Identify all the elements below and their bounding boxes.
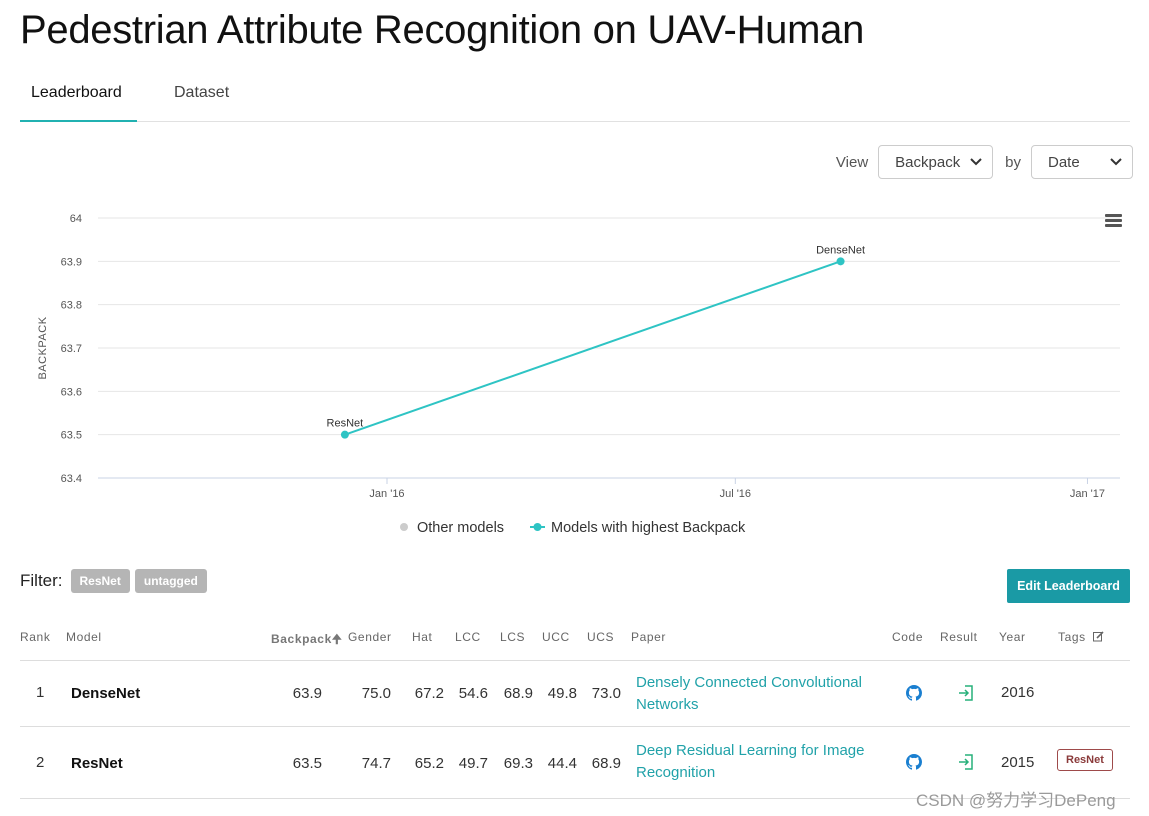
metric-select[interactable]: Backpack (878, 145, 994, 179)
paper-link[interactable]: Deep Residual Learning for Image Recognit… (636, 740, 876, 784)
data-label: ResNet (327, 418, 364, 430)
github-icon[interactable] (906, 685, 922, 705)
chevron-down-icon (970, 155, 982, 169)
x-tick-label: Jan '16 (369, 488, 404, 500)
header-gender[interactable]: Gender (348, 630, 392, 644)
y-tick-label: 63.9 (61, 256, 82, 268)
github-icon[interactable] (906, 754, 922, 774)
filter-row: Filter: ResNet untagged (20, 568, 212, 594)
view-label: View (835, 153, 869, 171)
cell-model[interactable]: DenseNet (71, 685, 141, 702)
cell-gender: 75.0 (361, 685, 391, 702)
table-row: 2 ResNet 63.5 74.7 65.2 49.7 69.3 44.4 6… (20, 727, 1130, 799)
tag-chip-resnet[interactable]: ResNet (1057, 749, 1113, 771)
cell-lcs: 68.9 (503, 685, 533, 702)
cell-rank: 2 (36, 754, 45, 771)
progress-chart: 64 63.9 63.8 63.7 63.6 63.5 63.4 BACKPACK Jan '1… (0, 200, 1149, 550)
cell-ucs: 73.0 (591, 685, 621, 702)
active-tab-indicator (20, 120, 137, 122)
cell-rank: 1 (36, 684, 45, 701)
header-hat[interactable]: Hat (412, 630, 433, 644)
legend-other-models[interactable]: Other models (417, 520, 504, 536)
chevron-down-icon (1110, 155, 1122, 169)
cell-model[interactable]: ResNet (71, 755, 123, 772)
order-select-value: Date (1048, 153, 1080, 171)
legend-marker-other-models (400, 523, 408, 531)
header-tags: Tags (1058, 630, 1104, 644)
paper-title-line1: Deep Residual Learning for Image (636, 742, 865, 759)
data-point[interactable] (340, 430, 349, 439)
cell-ucc: 49.8 (547, 685, 577, 702)
header-year[interactable]: Year (999, 630, 1026, 644)
result-icon[interactable] (957, 684, 975, 706)
leaderboard-table: Rank Model Backpack🠉 Gender Hat LCC LCS … (20, 622, 1130, 799)
header-lcs[interactable]: LCS (500, 630, 526, 644)
cell-ucs: 68.9 (591, 755, 621, 772)
y-tick-label: 63.7 (61, 343, 82, 355)
cell-gender: 74.7 (361, 755, 391, 772)
edit-leaderboard-button[interactable]: Edit Leaderboard (1007, 569, 1130, 603)
header-tags-label: Tags (1058, 630, 1086, 644)
filter-label: Filter: (20, 571, 63, 590)
paper-title-line2: Recognition (636, 764, 716, 781)
filter-chip-untagged[interactable]: untagged (134, 569, 207, 593)
y-tick-label: 63.6 (61, 386, 82, 398)
cell-hat: 67.2 (414, 685, 444, 702)
paper-title-line2: Networks (636, 696, 699, 713)
cell-lcc: 49.7 (458, 755, 488, 772)
cell-year: 2016 (1001, 684, 1035, 701)
x-tick-label: Jan '17 (1070, 488, 1105, 500)
y-tick-label: 63.4 (61, 473, 82, 485)
page-title: Pedestrian Attribute Recognition on UAV-… (20, 8, 865, 52)
paper-title-line1: Densely Connected Convolutional (636, 674, 862, 691)
series-line (344, 260, 841, 436)
header-ucs[interactable]: UCS (587, 630, 615, 644)
header-lcc[interactable]: LCC (455, 630, 481, 644)
y-axis-label: BACKPACK (37, 316, 49, 379)
tab-dataset[interactable]: Dataset (174, 84, 230, 101)
y-tick-label: 63.5 (61, 430, 82, 442)
header-paper: Paper (631, 630, 667, 644)
tab-leaderboard[interactable]: Leaderboard (31, 84, 122, 101)
table-header: Rank Model Backpack🠉 Gender Hat LCC LCS … (20, 622, 1130, 661)
cell-backpack: 63.9 (292, 685, 322, 702)
cell-hat: 65.2 (414, 755, 444, 772)
header-model[interactable]: Model (66, 630, 102, 644)
cell-lcc: 54.6 (458, 685, 488, 702)
header-result: Result (940, 630, 978, 644)
cell-ucc: 44.4 (547, 755, 577, 772)
result-icon[interactable] (957, 753, 975, 775)
watermark: CSDN @努力学习DePeng (916, 791, 1116, 810)
data-label: DenseNet (816, 244, 865, 256)
order-select[interactable]: Date (1031, 145, 1133, 179)
legend-highest-backpack[interactable]: Models with highest Backpack (551, 520, 746, 536)
tab-bar: Leaderboard Dataset (20, 74, 1130, 122)
y-tick-label: 63.8 (61, 300, 82, 312)
header-rank[interactable]: Rank (20, 630, 51, 644)
view-controls: View Backpack by Date (836, 145, 1133, 179)
metric-select-value: Backpack (895, 153, 961, 171)
edit-tags-icon[interactable] (1092, 631, 1104, 642)
y-tick-label: 64 (70, 213, 82, 225)
header-backpack-label: Backpack (271, 632, 332, 646)
legend-marker-highest (533, 523, 542, 531)
header-backpack[interactable]: Backpack🠉 (271, 630, 342, 651)
cell-backpack: 63.5 (292, 755, 322, 772)
chart-svg: 64 63.9 63.8 63.7 63.6 63.5 63.4 BACKPACK Jan '1… (37, 213, 1120, 536)
cell-lcs: 69.3 (503, 755, 533, 772)
header-code: Code (892, 630, 924, 644)
table-row: 1 DenseNet 63.9 75.0 67.2 54.6 68.9 49.8… (20, 661, 1130, 727)
filter-chip-resnet[interactable]: ResNet (70, 569, 130, 593)
paper-link[interactable]: Densely Connected Convolutional Networks (636, 672, 876, 716)
data-point[interactable] (836, 257, 845, 266)
header-ucc[interactable]: UCC (542, 630, 570, 644)
chart-menu-icon[interactable] (1105, 214, 1122, 228)
cell-year: 2015 (1001, 754, 1035, 771)
sort-arrow-icon: 🠉 (331, 632, 343, 646)
by-label: by (1005, 153, 1021, 171)
x-tick-label: Jul '16 (720, 488, 751, 500)
